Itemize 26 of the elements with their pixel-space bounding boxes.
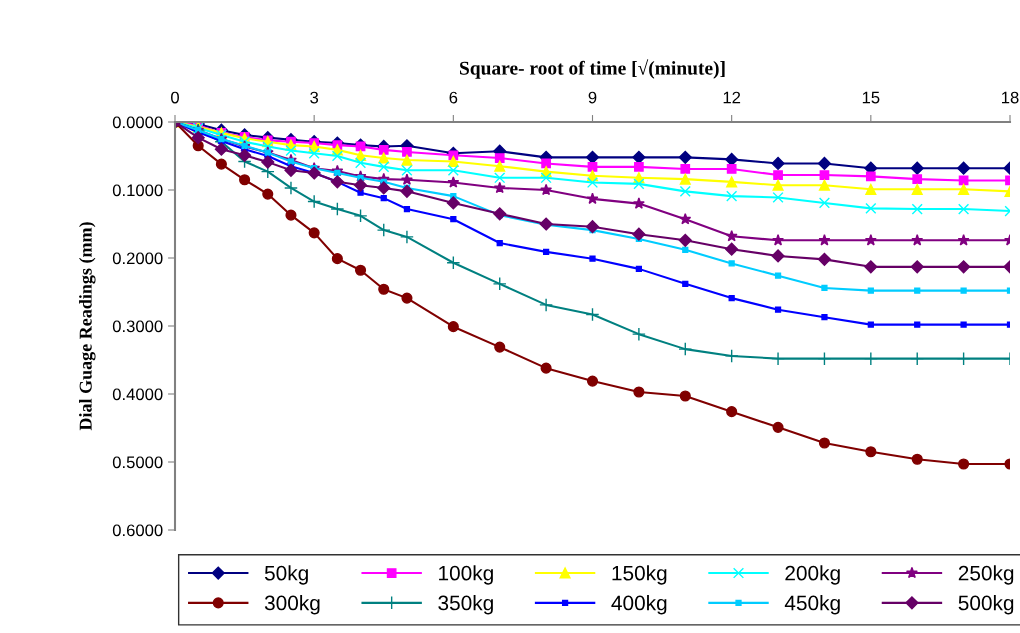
y-tick-label: 0.3000 (112, 320, 163, 333)
x-tick-label: 18 (1002, 91, 1019, 104)
legend-label: 100kg (439, 565, 493, 585)
y-tick-label: 0.4000 (112, 388, 163, 401)
y-tick-label: 0.0000 (112, 116, 163, 129)
legend-label: 250kg (958, 565, 1014, 585)
legend-label: 500kg (958, 595, 1014, 615)
x-axis-title: Square- root of time [√(minute)] (460, 59, 725, 79)
x-tick-label: 15 (862, 91, 880, 104)
legend-label: 350kg (438, 595, 493, 615)
x-tick-label: 3 (310, 91, 319, 104)
y-tick-label: 0.2000 (112, 252, 163, 265)
x-tick-label: 0 (171, 91, 179, 104)
x-tick-label: 12 (723, 91, 741, 104)
x-tick-label: 9 (588, 91, 597, 104)
legend-label: 50kg (264, 565, 308, 585)
legend-label: 300kg (264, 595, 320, 615)
y-tick-label: 0.1000 (112, 184, 163, 197)
y-tick-label: 0.5000 (112, 456, 163, 469)
y-tick-label: 0.6000 (112, 524, 163, 537)
x-tick-label: 6 (449, 91, 458, 104)
y-axis-title: Dial Guage Readings (mm) (79, 222, 96, 431)
legend-label: 450kg (784, 595, 840, 615)
legend-label: 200kg (785, 565, 840, 585)
legend-label: 400kg (611, 595, 667, 615)
legend-label: 150kg (612, 565, 667, 585)
